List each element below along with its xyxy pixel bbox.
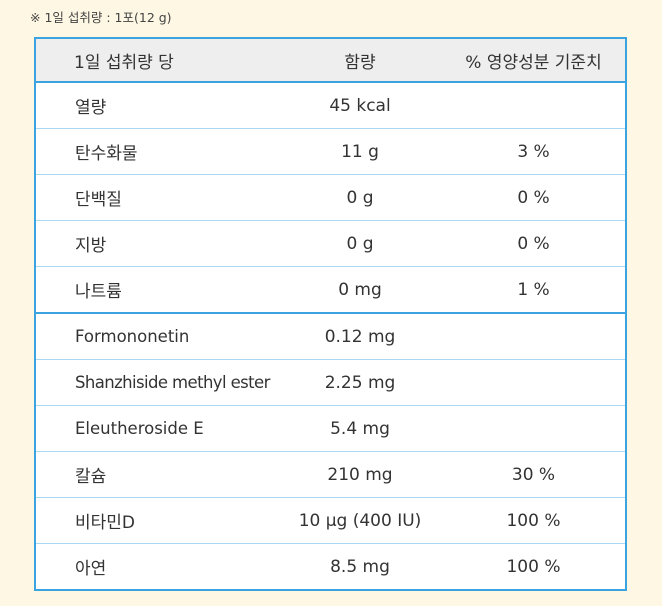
nutrient-name: 아연 <box>75 559 107 579</box>
nutrient-name: Eleutheroside E <box>35 405 278 452</box>
nutrient-daily-value: 0 % <box>442 220 626 267</box>
nutrient-name: 칼슘 <box>35 451 278 498</box>
nutrient-name: 지방 <box>35 220 278 267</box>
nutrient-amount: 2.25 mg <box>278 359 442 406</box>
nutrient-daily-value: 0 % <box>442 174 626 221</box>
table-row: 아연 8.5 mg 100 % <box>35 544 626 591</box>
table-row: 나트륨 0 mg 1 % <box>35 266 626 314</box>
table-row: 단백질 0 g 0 % <box>35 174 626 221</box>
nutrient-daily-value <box>442 405 626 452</box>
table-row: 탄수화물 11 g 3 % <box>35 128 626 175</box>
nutrient-amount: 10 μg (400 IU) <box>278 497 442 544</box>
header-daily-value: % 영양성분 기준치 <box>442 38 626 83</box>
nutrient-amount: 0 mg <box>278 266 442 314</box>
table-row: 지방 0 g 0 % <box>35 220 626 267</box>
nutrient-name: 탄수화물 <box>35 128 278 175</box>
nutrient-daily-value: 1 % <box>442 266 626 314</box>
header-per-serving: 1일 섭취량 당 <box>35 38 278 83</box>
table-row: Shanzhiside methyl ester 2.25 mg <box>35 359 626 406</box>
nutrient-amount: 45 kcal <box>278 82 442 129</box>
nutrient-daily-value: 100 % <box>506 556 561 577</box>
nutrient-amount: 5.4 mg <box>278 405 442 452</box>
nutrient-daily-value <box>442 82 626 129</box>
header-amount: 함량 <box>278 38 442 83</box>
table-row: 칼슘 210 mg 30 % <box>35 451 626 498</box>
table-row: 비타민D 10 μg (400 IU) 100 % <box>35 497 626 544</box>
nutrient-name: 나트륨 <box>35 266 278 314</box>
nutrient-amount: 210 mg <box>278 451 442 498</box>
nutrient-amount: 11 g <box>278 128 442 175</box>
nutrient-daily-value: 100 % <box>442 497 626 544</box>
serving-size-note: ※ 1일 섭취량 : 1포(12 g) <box>30 10 172 25</box>
table-row: 열량 45 kcal <box>35 82 626 129</box>
nutrient-amount: 0 g <box>278 174 442 221</box>
nutrient-daily-value <box>442 313 626 360</box>
table-row: Eleutheroside E 5.4 mg <box>35 405 626 452</box>
nutrient-daily-value: 3 % <box>442 128 626 175</box>
nutrient-daily-value <box>442 359 626 406</box>
nutrient-name: 단백질 <box>35 174 278 221</box>
nutrient-amount: 0.12 mg <box>278 313 442 360</box>
nutrient-amount: 0 g <box>278 220 442 267</box>
nutrient-name: Formononetin <box>35 313 278 360</box>
nutrient-daily-value: 30 % <box>442 451 626 498</box>
nutrient-name: Shanzhiside methyl ester <box>35 359 278 406</box>
nutrient-amount: 8.5 mg <box>330 556 390 577</box>
nutrient-name: 비타민D <box>35 497 278 544</box>
table-header-row: 1일 섭취량 당 함량 % 영양성분 기준치 <box>35 38 626 83</box>
nutrition-facts-table: 1일 섭취량 당 함량 % 영양성분 기준치 열량 45 kcal 탄수화물 1… <box>34 37 627 591</box>
nutrient-name: 열량 <box>35 82 278 129</box>
table-row: Formononetin 0.12 mg <box>35 313 626 360</box>
